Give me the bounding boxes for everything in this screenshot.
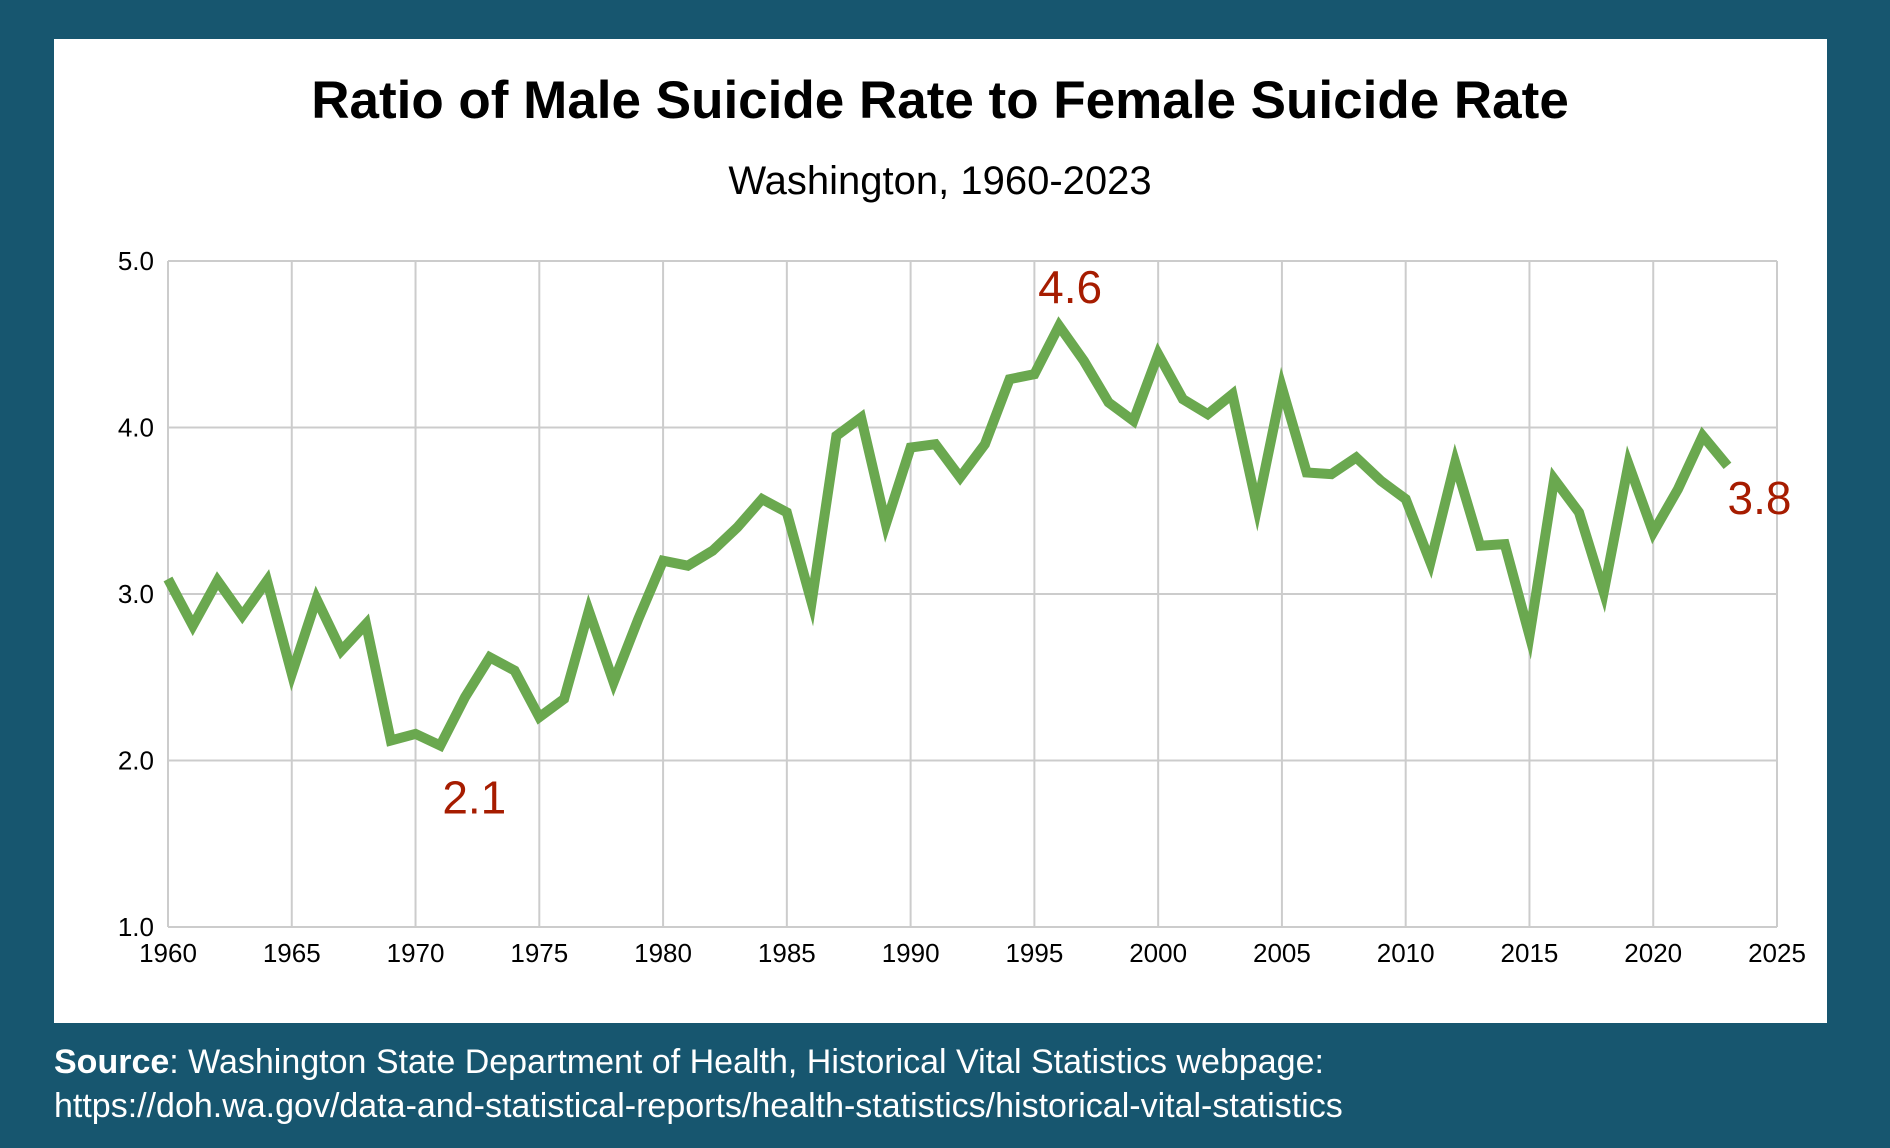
x-tick-label: 1985	[758, 938, 816, 968]
data-label: 4.6	[1038, 261, 1102, 313]
y-tick-label: 1.0	[118, 912, 154, 942]
annotations: 2.1 4.6 3.8	[442, 261, 1791, 824]
x-tick-label: 2020	[1624, 938, 1682, 968]
source-text: : Washington State Department of Health,…	[169, 1043, 1324, 1081]
y-tick-label: 2.0	[118, 746, 154, 776]
x-tick-label: 1970	[387, 938, 445, 968]
series-layer	[163, 316, 1732, 753]
x-tick-label: 2000	[1129, 938, 1187, 968]
data-label: 3.8	[1727, 472, 1791, 524]
x-tick-label: 1960	[139, 938, 197, 968]
source-line: Source: Washington State Department of H…	[54, 1040, 1844, 1084]
x-tick-label: 1990	[882, 938, 940, 968]
source-label: Source	[54, 1043, 170, 1081]
source-note: Source: Washington State Department of H…	[54, 1040, 1844, 1128]
line-chart: Ratio of Male Suicide Rate to Female Sui…	[118, 71, 1806, 968]
x-tick-label: 1980	[634, 938, 692, 968]
x-tick-label: 2010	[1377, 938, 1435, 968]
axis-ticks: 1.0 2.0 3.0 4.0 5.0 1960 1965 1970 1975 1980 1985 1…	[118, 246, 1806, 968]
chart-subtitle: Washington, 1960-2023	[728, 159, 1151, 203]
x-tick-label: 2025	[1748, 938, 1806, 968]
source-url[interactable]: https://doh.wa.gov/data-and-statistical-…	[54, 1087, 1343, 1125]
y-tick-label: 3.0	[118, 579, 154, 609]
x-tick-label: 1965	[263, 938, 321, 968]
x-tick-label: 1995	[1005, 938, 1063, 968]
chart-panel: Ratio of Male Suicide Rate to Female Sui…	[54, 39, 1827, 1023]
x-tick-label: 1975	[510, 938, 568, 968]
x-tick-label: 2005	[1253, 938, 1311, 968]
gridlines	[167, 260, 1778, 928]
x-tick-label: 2015	[1501, 938, 1559, 968]
y-tick-label: 5.0	[118, 246, 154, 276]
data-label: 2.1	[442, 772, 506, 824]
chart-title: Ratio of Male Suicide Rate to Female Sui…	[311, 71, 1569, 130]
series-line	[163, 316, 1732, 753]
y-tick-label: 4.0	[118, 413, 154, 443]
